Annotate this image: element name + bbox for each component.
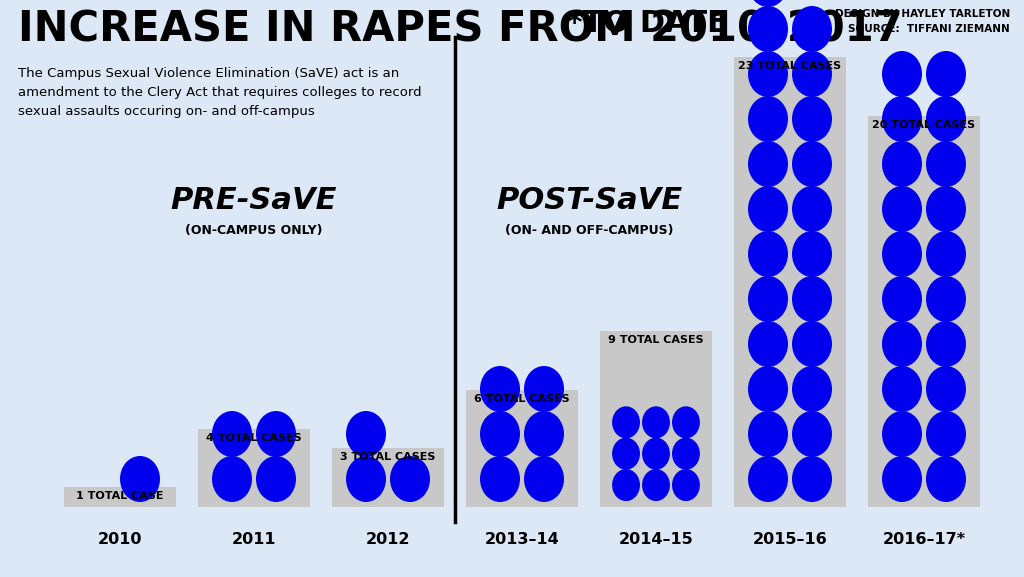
Text: POST-SaVE: POST-SaVE: [496, 186, 682, 215]
Ellipse shape: [212, 411, 252, 457]
Ellipse shape: [480, 411, 520, 457]
Ellipse shape: [882, 321, 922, 367]
Ellipse shape: [926, 456, 966, 502]
Ellipse shape: [882, 456, 922, 502]
Text: 23 TOTAL CASES: 23 TOTAL CASES: [738, 61, 842, 71]
Text: SOURCE:  TIFFANI ZIEMANN: SOURCE: TIFFANI ZIEMANN: [848, 24, 1010, 34]
Ellipse shape: [612, 438, 640, 470]
Ellipse shape: [926, 186, 966, 232]
Ellipse shape: [882, 186, 922, 232]
Ellipse shape: [792, 186, 831, 232]
Ellipse shape: [926, 321, 966, 367]
Ellipse shape: [792, 411, 831, 457]
Text: *TO DATE: *TO DATE: [556, 9, 728, 38]
Text: 2010: 2010: [97, 531, 142, 546]
Ellipse shape: [792, 321, 831, 367]
Ellipse shape: [480, 366, 520, 412]
Bar: [600, 331, 712, 507]
Ellipse shape: [926, 141, 966, 187]
Ellipse shape: [748, 0, 788, 7]
Ellipse shape: [256, 456, 296, 502]
Ellipse shape: [212, 456, 252, 502]
Ellipse shape: [926, 276, 966, 322]
Ellipse shape: [642, 469, 670, 501]
Ellipse shape: [748, 411, 788, 457]
Text: (ON- AND OFF-CAMPUS): (ON- AND OFF-CAMPUS): [505, 224, 673, 237]
Ellipse shape: [120, 456, 160, 502]
Ellipse shape: [524, 456, 564, 502]
Ellipse shape: [882, 276, 922, 322]
Ellipse shape: [346, 411, 386, 457]
Ellipse shape: [882, 96, 922, 142]
Text: The Campus Sexual Violence Elimination (SaVE) act is an
amendment to the Clery A: The Campus Sexual Violence Elimination (…: [18, 67, 422, 118]
Text: 2014–15: 2014–15: [618, 531, 693, 546]
Text: 1 TOTAL CASE: 1 TOTAL CASE: [76, 492, 164, 501]
Ellipse shape: [792, 141, 831, 187]
Bar: [63, 488, 176, 507]
Ellipse shape: [792, 366, 831, 412]
Ellipse shape: [390, 456, 430, 502]
Ellipse shape: [480, 456, 520, 502]
Text: 2011: 2011: [231, 531, 276, 546]
Ellipse shape: [792, 51, 831, 97]
Ellipse shape: [672, 469, 700, 501]
Text: PRE-SaVE: PRE-SaVE: [171, 186, 337, 215]
Ellipse shape: [256, 411, 296, 457]
Ellipse shape: [672, 438, 700, 470]
Ellipse shape: [926, 51, 966, 97]
Ellipse shape: [882, 366, 922, 412]
Ellipse shape: [748, 6, 788, 52]
Text: (ON-CAMPUS ONLY): (ON-CAMPUS ONLY): [185, 224, 323, 237]
Ellipse shape: [524, 366, 564, 412]
Ellipse shape: [882, 231, 922, 277]
Text: INCREASE IN RAPES FROM 2010–2017: INCREASE IN RAPES FROM 2010–2017: [18, 9, 903, 51]
Ellipse shape: [792, 6, 831, 52]
Ellipse shape: [748, 366, 788, 412]
Text: 9 TOTAL CASES: 9 TOTAL CASES: [608, 335, 703, 345]
Ellipse shape: [346, 456, 386, 502]
Ellipse shape: [748, 456, 788, 502]
Ellipse shape: [748, 231, 788, 277]
Ellipse shape: [926, 96, 966, 142]
Bar: [466, 389, 578, 507]
Ellipse shape: [748, 51, 788, 97]
Ellipse shape: [748, 321, 788, 367]
Ellipse shape: [792, 96, 831, 142]
Ellipse shape: [882, 51, 922, 97]
Bar: [332, 448, 444, 507]
Ellipse shape: [642, 438, 670, 470]
Ellipse shape: [926, 411, 966, 457]
Bar: [734, 57, 846, 507]
Text: DESIGN BY HAYLEY TARLETON: DESIGN BY HAYLEY TARLETON: [835, 9, 1010, 19]
Text: 2013–14: 2013–14: [484, 531, 559, 546]
Ellipse shape: [882, 141, 922, 187]
Ellipse shape: [926, 231, 966, 277]
Ellipse shape: [612, 406, 640, 439]
Ellipse shape: [748, 96, 788, 142]
Ellipse shape: [642, 406, 670, 439]
Ellipse shape: [748, 141, 788, 187]
Ellipse shape: [926, 366, 966, 412]
Text: 2016–17*: 2016–17*: [883, 531, 966, 546]
Text: 2012: 2012: [366, 531, 411, 546]
Ellipse shape: [748, 276, 788, 322]
Text: 2015–16: 2015–16: [753, 531, 827, 546]
Ellipse shape: [748, 186, 788, 232]
Ellipse shape: [792, 456, 831, 502]
Ellipse shape: [792, 276, 831, 322]
Ellipse shape: [612, 469, 640, 501]
Text: 3 TOTAL CASES: 3 TOTAL CASES: [340, 452, 435, 462]
Bar: [868, 116, 980, 507]
Ellipse shape: [524, 411, 564, 457]
Bar: [198, 429, 310, 507]
Text: 6 TOTAL CASES: 6 TOTAL CASES: [474, 394, 569, 403]
Ellipse shape: [792, 231, 831, 277]
Text: 4 TOTAL CASES: 4 TOTAL CASES: [206, 433, 302, 443]
Ellipse shape: [882, 411, 922, 457]
Ellipse shape: [672, 406, 700, 439]
Text: 20 TOTAL CASES: 20 TOTAL CASES: [872, 119, 976, 130]
